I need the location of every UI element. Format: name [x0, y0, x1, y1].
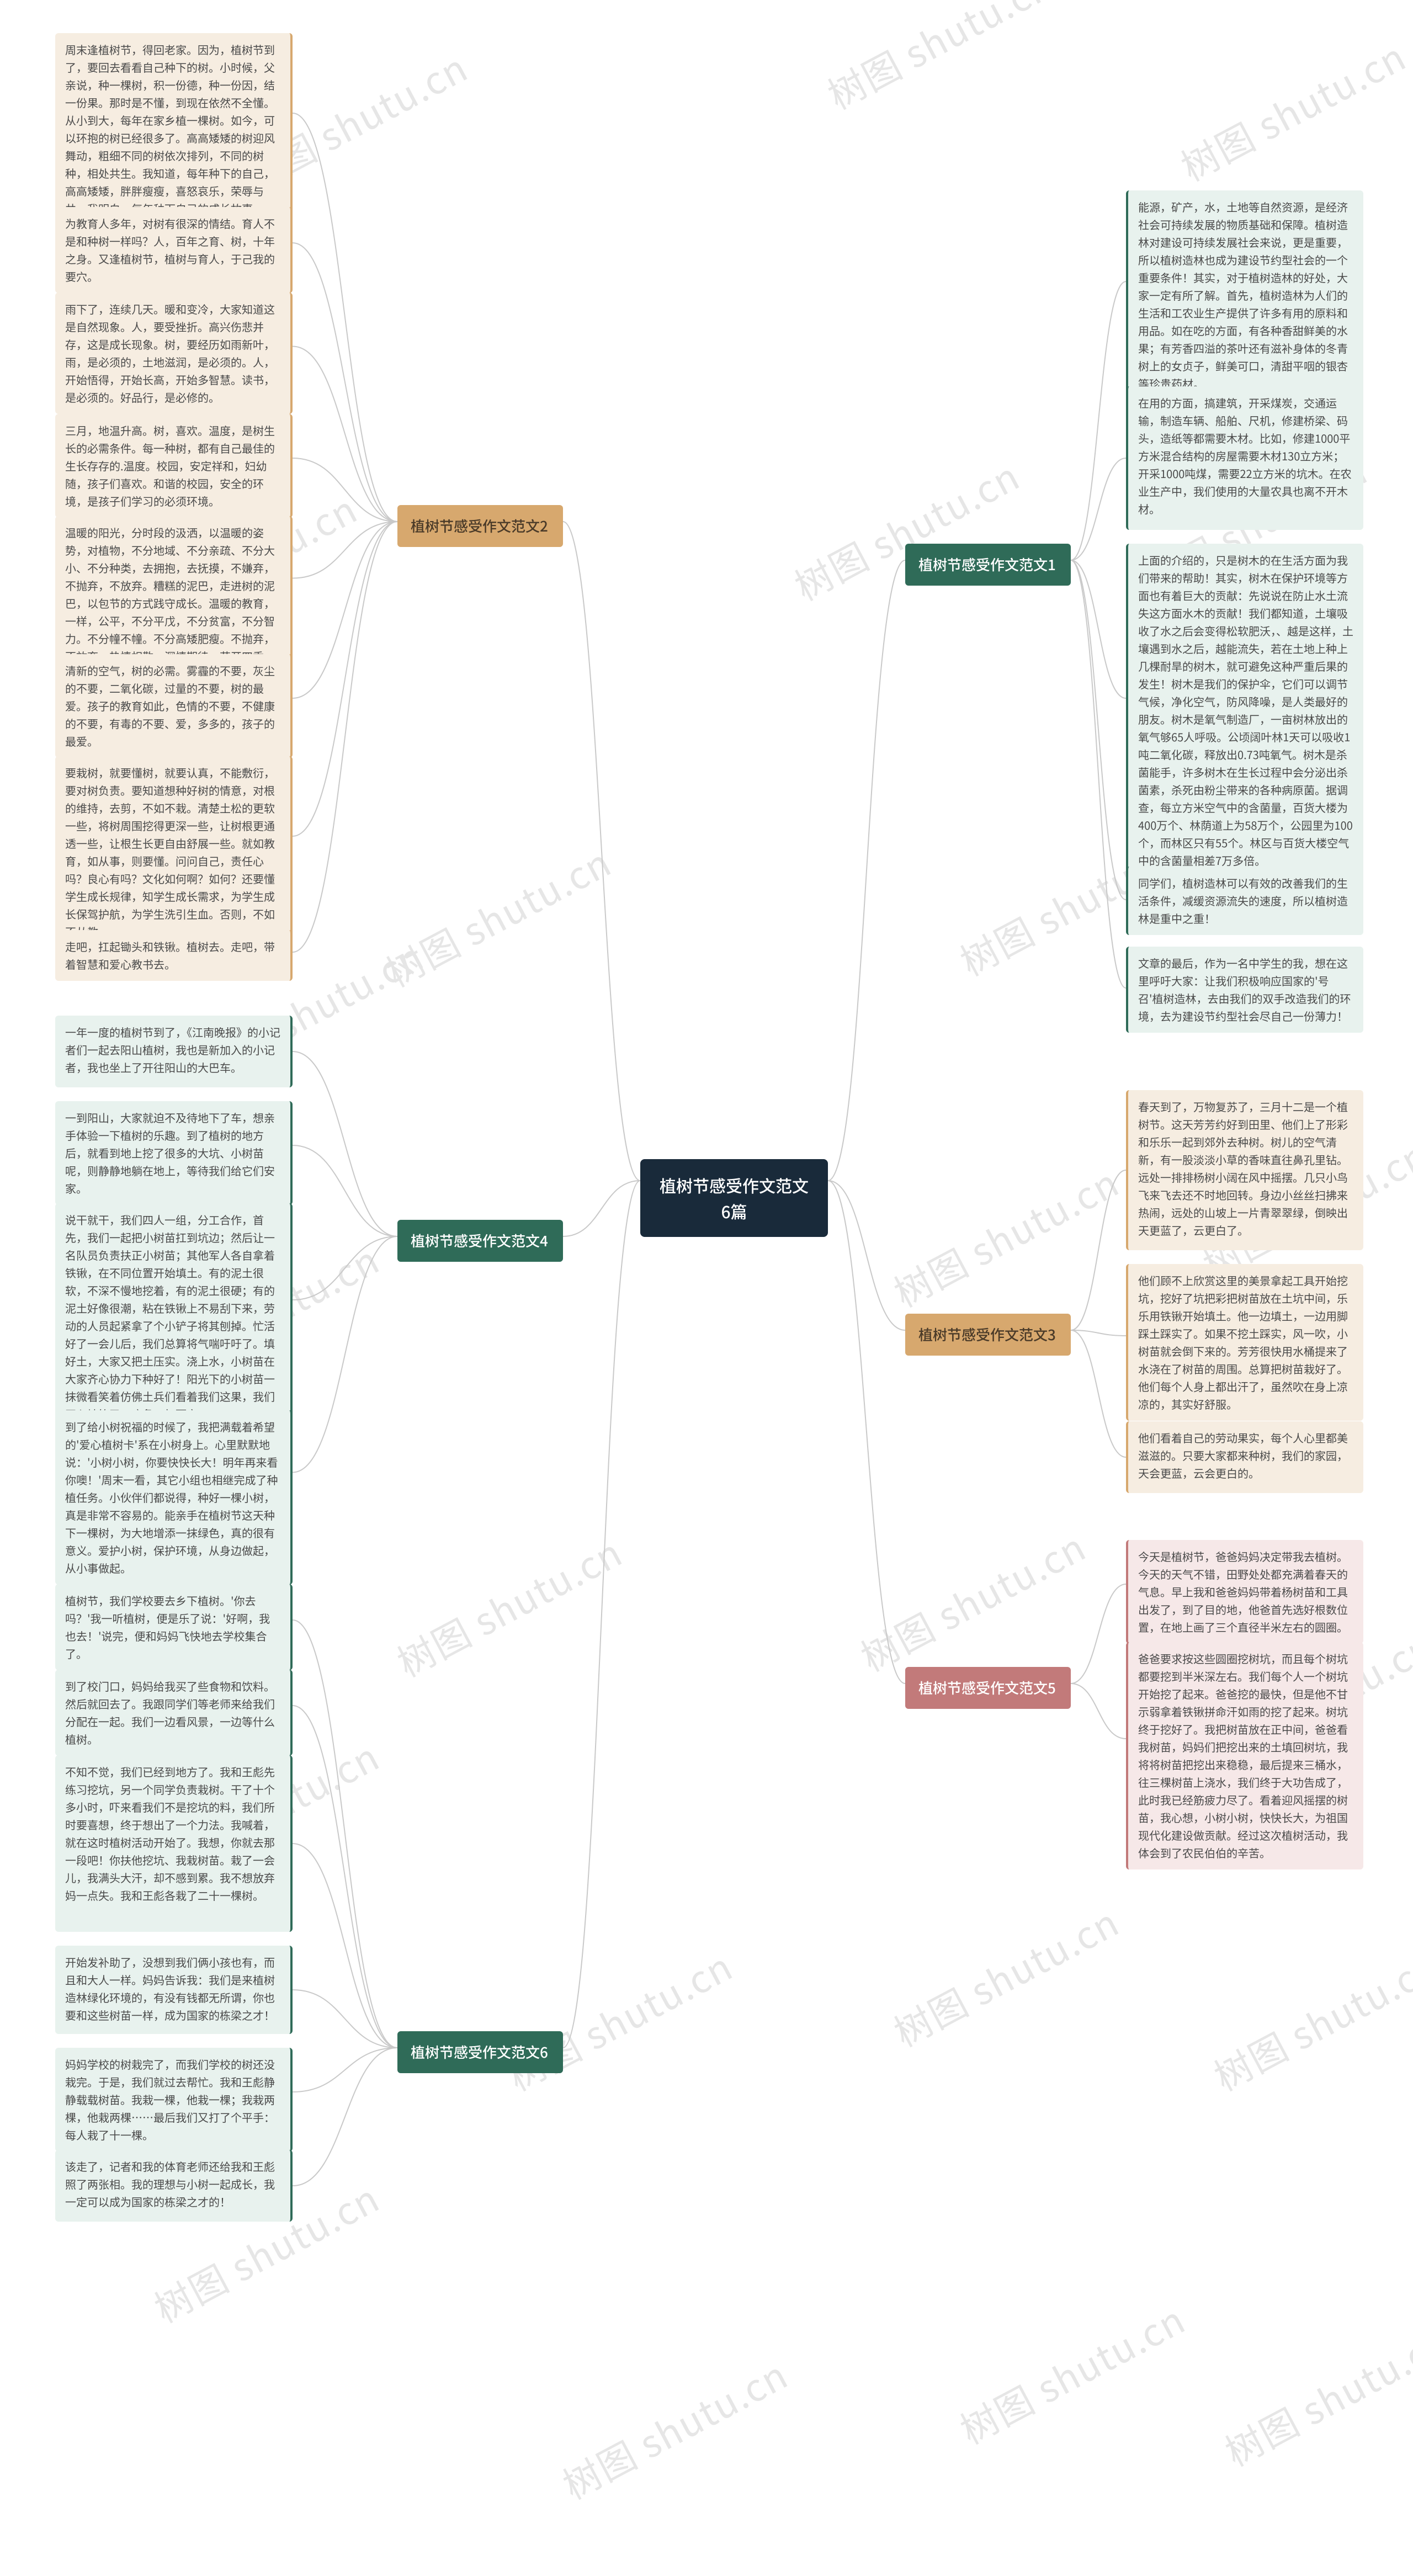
branch-node: 植树节感受作文范文5	[905, 1667, 1071, 1709]
leaf-node: 到了给小树祝福的时候了，我把满载着希望的'爱心植树卡'系在小树身上。心里默默地说…	[55, 1410, 293, 1585]
leaf-node: 他们顾不上欣赏这里的美景拿起工具开始挖坑，挖好了坑把彩把树苗放在土坑中间，乐乐用…	[1126, 1264, 1363, 1421]
branch-node: 植树节感受作文范文2	[397, 505, 563, 547]
branch-node: 植树节感受作文范文4	[397, 1220, 563, 1262]
leaf-node: 他们看着自己的劳动果实，每个人心里都美滋滋的。只要大家都来种树，我们的家园，天会…	[1126, 1421, 1363, 1493]
watermark: 树图 shutu.cn	[883, 1893, 1128, 2057]
watermark: 树图 shutu.cn	[1203, 1937, 1413, 2101]
leaf-node: 文章的最后，作为一名中学生的我，想在这里呼吁大家：让我们积极响应国家的'号召'植…	[1126, 947, 1363, 1033]
watermark: 树图 shutu.cn	[497, 1937, 741, 2101]
leaf-node: 植树节，我们学校要去乡下植树。'你去吗？'我一听植树，便是乐了说：'好啊，我也去…	[55, 1584, 293, 1670]
leaf-node: 走吧，扛起锄头和铁锹。植树去。走吧，带着智慧和爱心教书去。	[55, 930, 293, 981]
leaf-node: 为教育人多年，对树有很深的情结。育人不是和种树一样吗？人，百年之育、树，十年之身…	[55, 207, 293, 293]
watermark: 树图 shutu.cn	[1214, 2312, 1413, 2477]
mindmap-canvas: { "canvas": { "width": 2560, "height": 4…	[0, 0, 1413, 2576]
leaf-node: 该走了，记者和我的体育老师还给我和王彪照了两张相。我的理想与小树一起成长，我一定…	[55, 2150, 293, 2222]
watermark: 树图 shutu.cn	[386, 1523, 631, 1687]
leaf-node: 清新的空气，树的必需。雾霾的不要，灰尘的不要，二氧化碳，过量的不要，树的最爱。孩…	[55, 654, 293, 758]
branch-node: 植树节感受作文范文1	[905, 544, 1071, 586]
leaf-node: 要栽树，就要懂树，就要认真，不能敷衍，要对树负责。要知道想种好树的情意，对根的维…	[55, 756, 293, 948]
leaf-node: 能源，矿产，水，土地等自然资源，是经济社会可持续发展的物质基础和保障。植树造林对…	[1126, 190, 1363, 400]
leaf-node: 一年一度的植树节到了，《江南晚报》的小记者们一起去阳山植树，我也是新加入的小记者…	[55, 1016, 293, 1087]
watermark: 树图 shutu.cn	[850, 1517, 1095, 1682]
leaf-node: 温暖的阳光，分时段的汲洒，以温暖的姿势，对植物，不分地域、不分亲疏、不分大小、不…	[55, 516, 293, 673]
leaf-node: 在用的方面，搞建筑，开采煤炭，交通运输，制造车辆、船舶、尺机，修建桥梁、码头，造…	[1126, 386, 1363, 530]
watermark: 树图 shutu.cn	[949, 2290, 1194, 2455]
watermark: 树图 shutu.cn	[552, 2345, 796, 2510]
leaf-node: 不知不觉，我们已经到地方了。我和王彪先练习挖坑，另一个同学负责栽树。干了十个多小…	[55, 1755, 293, 1932]
watermark: 树图 shutu.cn	[817, 0, 1061, 120]
leaf-node: 同学们，植树造林可以有效的改善我们的生活条件，减缓资源流失的速度，所以植树造林是…	[1126, 867, 1363, 935]
leaf-node: 雨下了，连续几天。暖和变冷，大家知道这是自然现象。人，要受挫折。高兴伤悲并存，这…	[55, 293, 293, 414]
leaf-node: 到了校门口，妈妈给我买了些食物和饮料。然后就回去了。我跟同学们等老师来给我们分配…	[55, 1670, 293, 1756]
leaf-node: 上面的介绍的，只是树木的在生活方面为我们带来的帮助！其实，树木在保护环境等方面也…	[1126, 544, 1363, 877]
leaf-node: 爸爸要求按这些圆圈挖树坑，而且每个树坑都要挖到半米深左右。我们每个人一个树坑开始…	[1126, 1642, 1363, 1869]
leaf-node: 今天是植树节，爸爸妈妈决定带我去植树。今天的天气不错，田野处处都充满着春天的气息…	[1126, 1540, 1363, 1644]
watermark: 树图 shutu.cn	[784, 447, 1028, 611]
root-node: 植树节感受作文范文6篇	[640, 1159, 828, 1237]
branch-node: 植树节感受作文范文3	[905, 1314, 1071, 1356]
leaf-node: 说干就干，我们四人一组，分工合作，首先，我们一起把小树苗扛到坑边；然后让一名队员…	[55, 1203, 293, 1431]
watermark: 树图 shutu.cn	[375, 833, 620, 997]
branch-node: 植树节感受作文范文6	[397, 2031, 563, 2073]
leaf-node: 三月，地温升高。树，喜欢。温度，是树生长的必需条件。每一种树，都有自己最佳的生长…	[55, 414, 293, 518]
leaf-node: 一到阳山，大家就迫不及待地下了车，想亲手体验一下植树的乐趣。到了植树的地方后，就…	[55, 1101, 293, 1205]
leaf-node: 开始发补助了，没想到我们俩小孩也有，而且和大人一样。妈妈告诉我：我们是来植树造林…	[55, 1946, 293, 2034]
watermark: 树图 shutu.cn	[883, 1153, 1128, 1318]
leaf-node: 妈妈学校的树栽完了，而我们学校的树还没栽完。于是，我们就过去帮忙。我和王彪静静载…	[55, 2048, 293, 2152]
leaf-node: 春天到了，万物复苏了，三月十二是一个植树节。这天芳芳约好到田里、他们上了形彩和乐…	[1126, 1090, 1363, 1250]
watermark: 树图 shutu.cn	[1170, 27, 1413, 192]
